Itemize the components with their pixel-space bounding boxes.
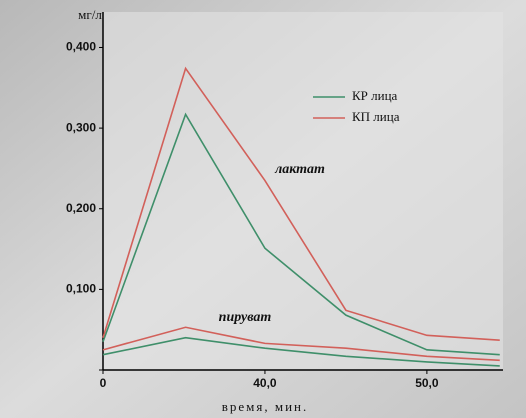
legend-label: КП лица [352, 109, 400, 124]
y-tick-label: 0,200 [66, 201, 96, 215]
x-tick-label: 40,0 [253, 376, 277, 390]
annotation: пируват [219, 310, 272, 325]
y-label: мг/л [78, 7, 102, 22]
legend-label: КР лица [352, 88, 398, 103]
x-tick-label: 50,0 [415, 376, 439, 390]
series-line [102, 66, 500, 341]
y-tick-label: 0,100 [66, 282, 96, 296]
plot-area [103, 12, 503, 370]
series-line [102, 336, 500, 367]
x-tick-label: 0 [100, 376, 107, 390]
x-label: время, мин. [222, 399, 309, 414]
series-line [102, 112, 500, 356]
series-line [102, 326, 500, 362]
y-tick-label: 0,400 [66, 40, 96, 54]
annotation: лактат [274, 162, 325, 177]
y-tick-label: 0,300 [66, 120, 96, 134]
